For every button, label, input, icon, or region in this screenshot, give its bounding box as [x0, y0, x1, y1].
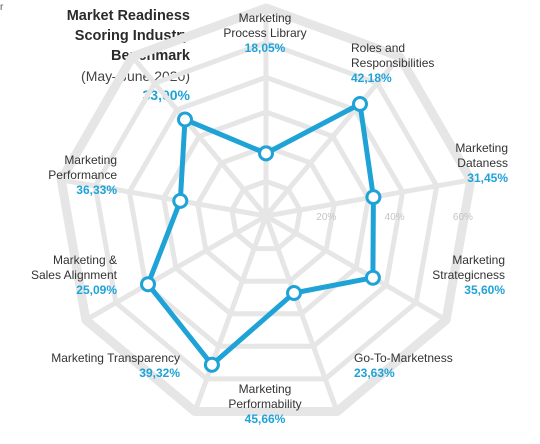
- data-point: [140, 276, 156, 293]
- axis-value-label: 36,33%: [76, 183, 117, 197]
- axis-label: Performance: [48, 168, 117, 182]
- grid-spoke: [129, 54, 269, 219]
- axis-label: Marketing: [64, 153, 117, 167]
- corner-mark: r: [0, 2, 4, 13]
- axis-value-label: 35,60%: [464, 283, 505, 297]
- tick-label: 20%: [316, 212, 336, 223]
- data-point: [203, 356, 220, 373]
- data-point: [172, 192, 189, 209]
- axis-value-label: 25,09%: [76, 283, 117, 297]
- data-point: [177, 111, 193, 128]
- tick-label: 60%: [453, 212, 473, 223]
- tick-label: 40%: [385, 212, 405, 223]
- axis-label: Performability: [228, 397, 301, 411]
- axis-label: Marketing: [239, 11, 292, 25]
- axis-value-label: 45,66%: [245, 412, 286, 426]
- axis-label: Sales Alignment: [31, 268, 118, 282]
- axis-label: Marketing: [239, 382, 292, 396]
- grid-ring-20: [195, 144, 337, 284]
- axis-label: Marketing Transparency: [51, 351, 180, 365]
- radar-grid: [56, 3, 476, 416]
- grid-spoke: [263, 213, 340, 414]
- grid-ring-40: [126, 74, 406, 349]
- chart-title-line-2: Scoring Industry: [74, 28, 190, 44]
- axis-label: Go-To-Marketness: [354, 351, 453, 365]
- radar-series: [140, 96, 382, 373]
- chart-title-block: Market Readiness Scoring Industry Benchm…: [40, 6, 190, 104]
- grid-ring-50: [92, 40, 440, 382]
- chart-title-line-1: Market Readiness: [66, 8, 190, 24]
- grid-spoke: [58, 177, 269, 219]
- grid-spoke: [263, 213, 449, 323]
- axis-value-label: 31,45%: [467, 171, 508, 185]
- data-point: [365, 189, 382, 206]
- data-point: [352, 96, 368, 112]
- grid-spoke: [263, 54, 403, 219]
- axis-label: Dataness: [457, 156, 508, 170]
- axis-label: Process Library: [223, 26, 306, 40]
- axis-label: Roles and: [351, 41, 405, 55]
- axis-label: Strategicness: [432, 268, 505, 282]
- grid-spoke: [83, 213, 269, 323]
- axis-label: Responsibilities: [351, 56, 434, 70]
- axis-label: Marketing &: [53, 253, 117, 267]
- grid-ring-60: [56, 3, 476, 416]
- series-line: [145, 101, 376, 368]
- axis-value-label: 39,32%: [139, 366, 180, 380]
- axis-value-label: 23,63%: [354, 366, 395, 380]
- data-point: [364, 269, 381, 286]
- axis-label: Marketing: [455, 141, 508, 155]
- axis-label: Marketing: [452, 253, 505, 267]
- data-point: [258, 145, 274, 162]
- grid-ring-10: [229, 178, 303, 252]
- axis-value-label: 18,05%: [245, 41, 286, 55]
- data-point: [286, 285, 302, 301]
- grid-spoke: [192, 213, 269, 414]
- radar-tick-labels: 20% 40% 60%: [316, 212, 473, 223]
- axis-value-label: 42,18%: [351, 71, 392, 85]
